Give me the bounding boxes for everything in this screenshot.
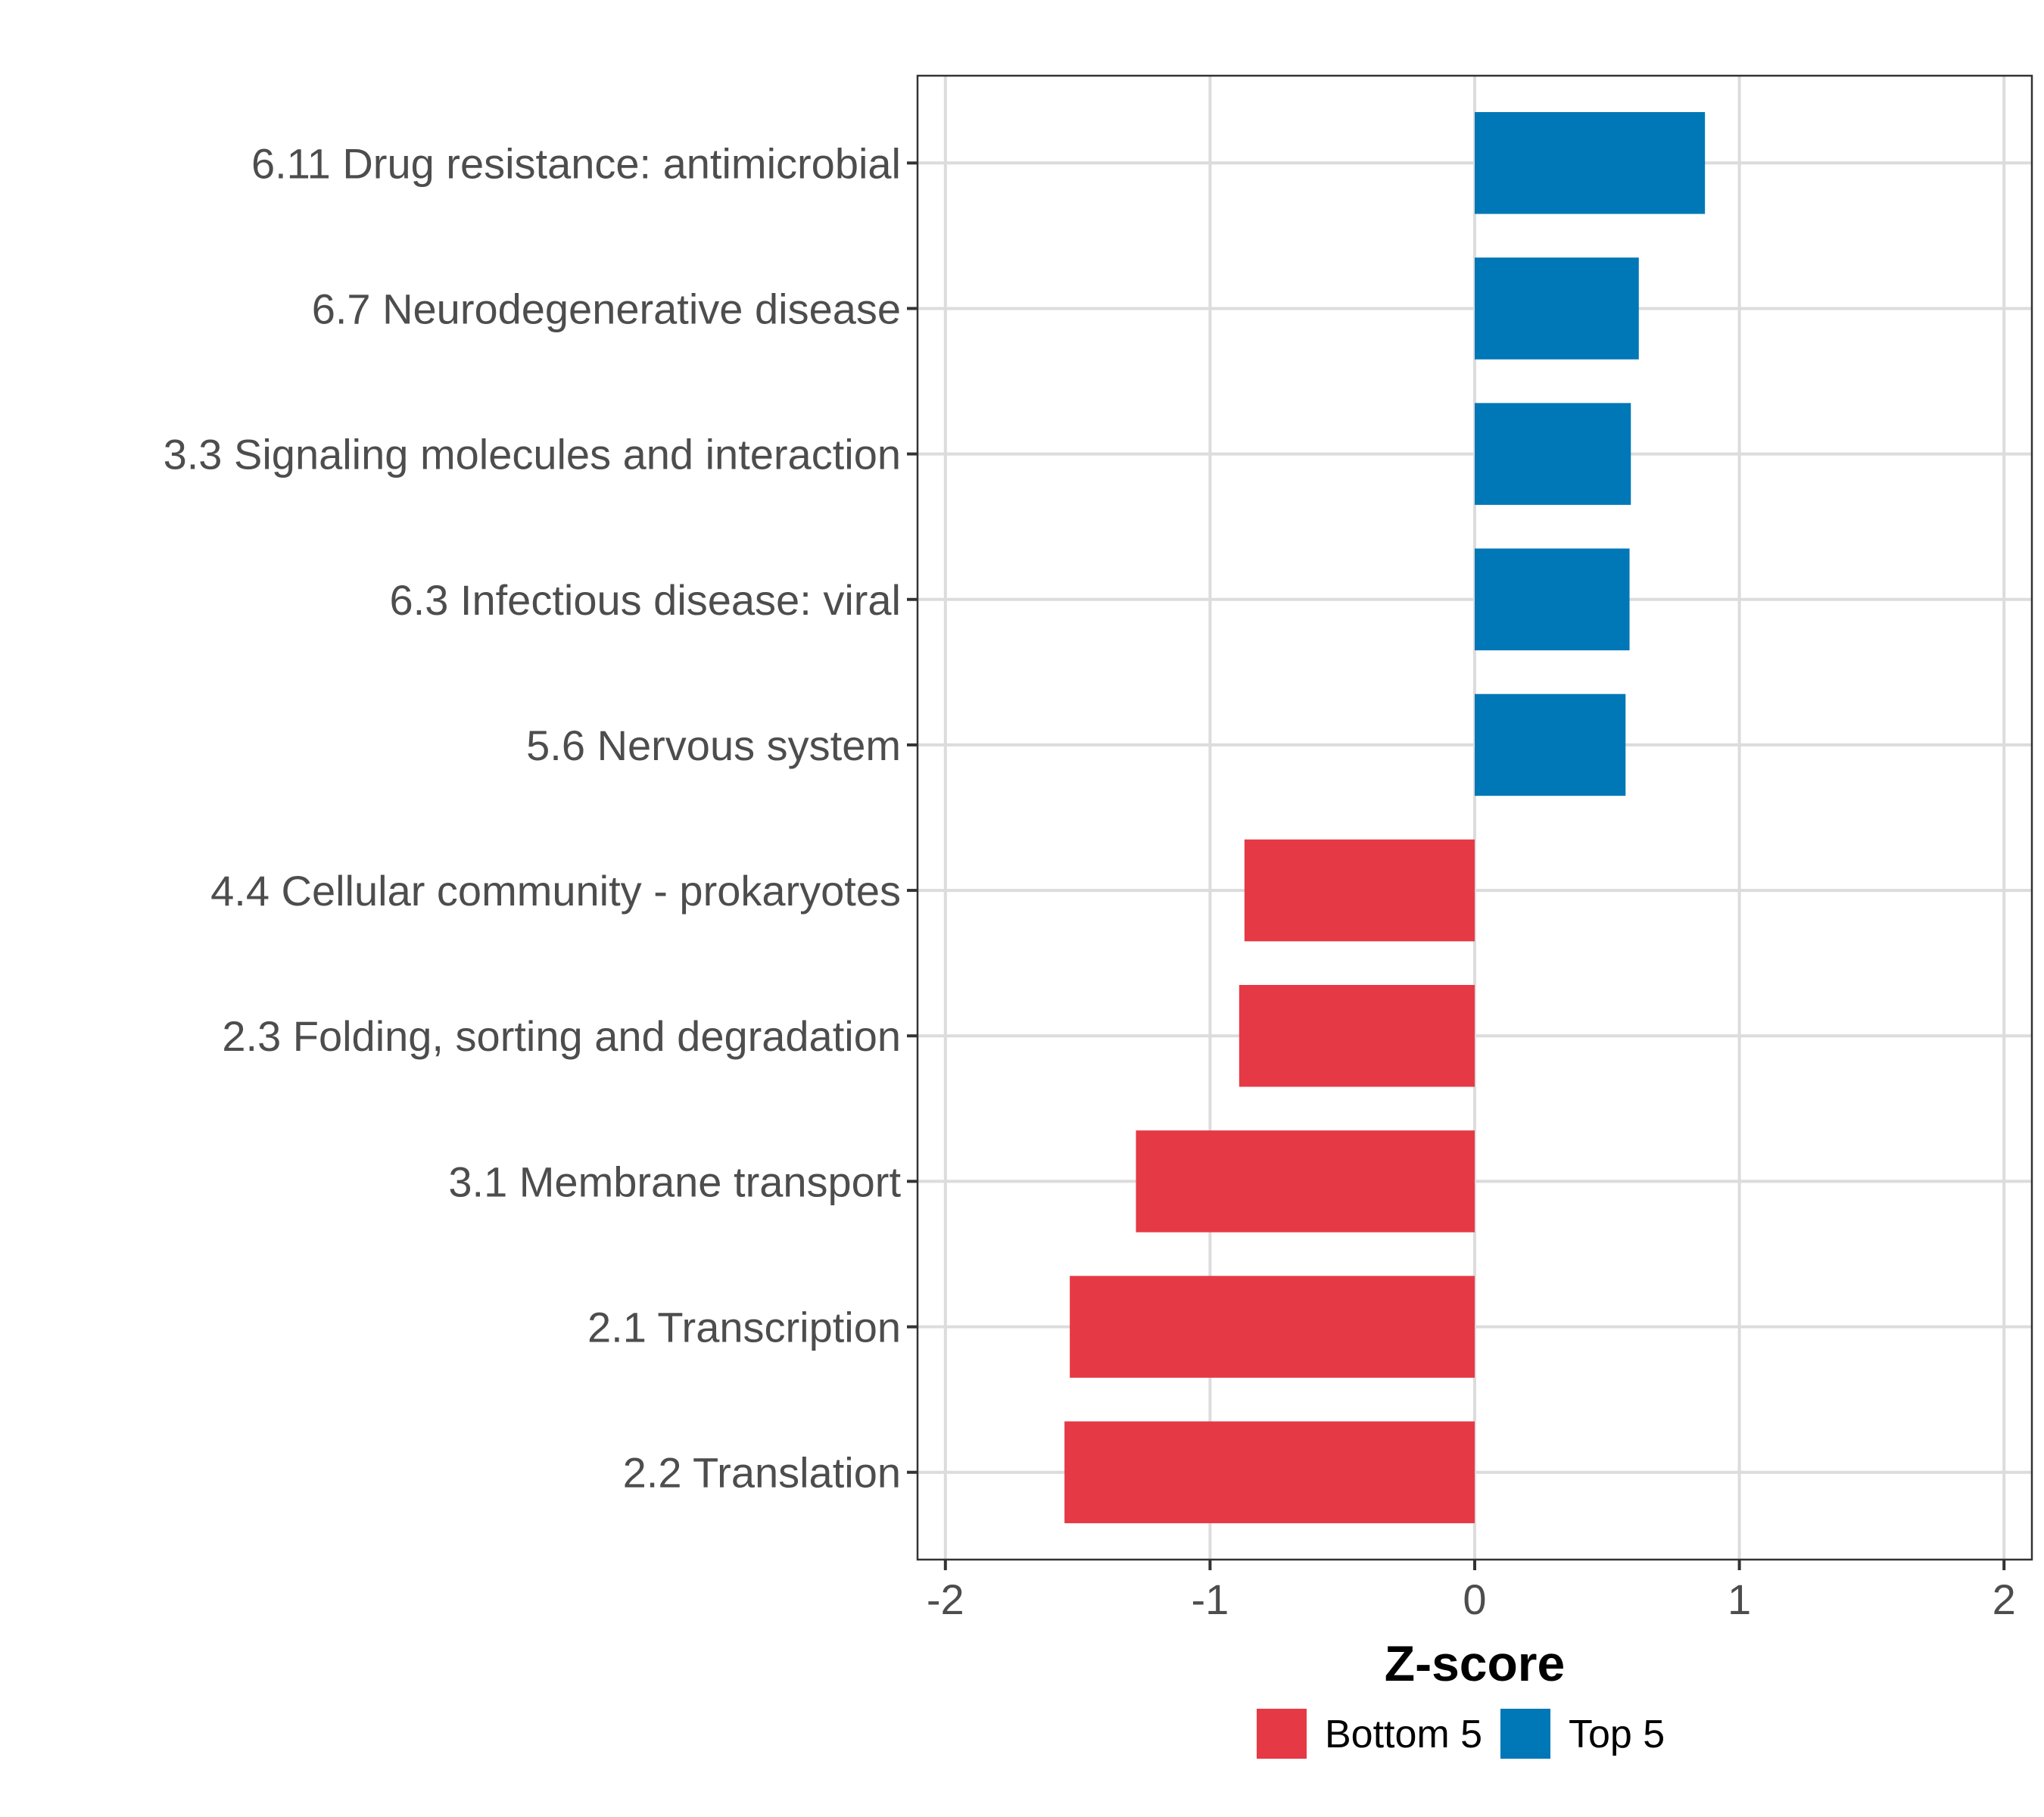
x-axis-title: Z-score [1385, 1635, 1565, 1691]
x-tick-label: 1 [1728, 1575, 1751, 1623]
legend-swatch-bottom-5 [1257, 1709, 1307, 1759]
x-axis: -2 -1 0 1 2 [927, 1560, 2016, 1623]
bar-bottom [1064, 1421, 1475, 1523]
y-tick-label: 4.4 Cellular community - prokaryotes [210, 867, 901, 915]
y-tick-label: 3.1 Membrane transport [448, 1158, 901, 1205]
bar-bottom [1136, 1130, 1475, 1233]
legend-label: Top 5 [1569, 1713, 1665, 1756]
bar-top [1475, 548, 1630, 651]
x-tick-label: -2 [927, 1575, 964, 1623]
y-tick-label: 3.3 Signaling molecules and interaction [164, 431, 901, 478]
y-tick-label: 6.11 Drug resistance: antimicrobial [251, 139, 901, 187]
bar-bottom [1244, 839, 1475, 942]
bar-top [1475, 403, 1631, 505]
bar-bottom [1239, 984, 1475, 1087]
x-tick-label: -1 [1192, 1575, 1229, 1623]
bars [1064, 112, 1706, 1523]
x-tick-label: 2 [1993, 1575, 2016, 1623]
y-tick-label: 6.7 Neurodegenerative disease [312, 285, 901, 332]
legend: Bottom 5 Top 5 [1257, 1709, 1665, 1759]
y-tick-label: 2.3 Folding, sorting and degradation [222, 1012, 901, 1060]
bar-bottom [1070, 1276, 1475, 1378]
legend-swatch-top-5 [1500, 1709, 1550, 1759]
y-tick-label: 2.1 Transcription [587, 1304, 901, 1351]
bar-top [1475, 693, 1626, 796]
y-tick-label: 5.6 Nervous system [526, 722, 901, 769]
x-tick-label: 0 [1463, 1575, 1486, 1623]
y-tick-label: 6.3 Infectious disease: viral [390, 576, 901, 624]
legend-label: Bottom 5 [1325, 1713, 1482, 1756]
bar-top [1475, 257, 1639, 360]
y-axis: 6.11 Drug resistance: antimicrobial 6.7 N… [164, 139, 918, 1497]
y-tick-label: 2.2 Translation [623, 1449, 901, 1497]
bar-top [1475, 112, 1706, 214]
